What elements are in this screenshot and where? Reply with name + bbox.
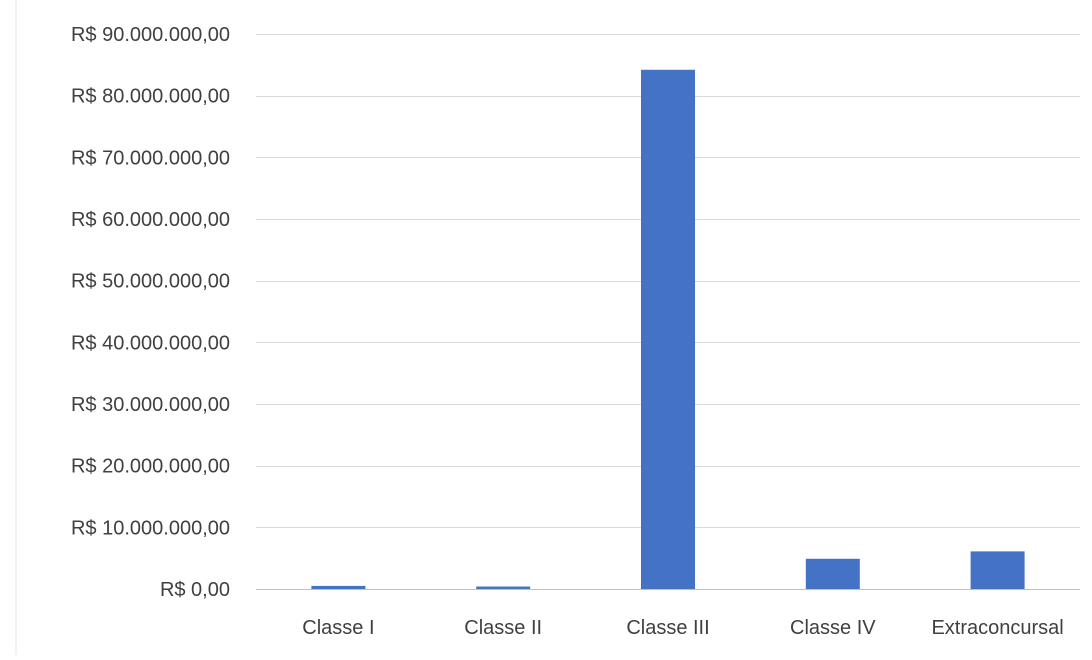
bar-classe-ii	[476, 586, 531, 589]
y-tick-label: R$ 60.000.000,00	[71, 209, 230, 231]
bar-classe-i	[311, 585, 366, 589]
x-category-label: Classe III	[626, 617, 709, 639]
y-tick-label: R$ 30.000.000,00	[71, 394, 230, 416]
x-category-label: Extraconcursal	[931, 617, 1063, 639]
y-tick-label: R$ 70.000.000,00	[71, 147, 230, 169]
y-tick-label: R$ 20.000.000,00	[71, 456, 230, 478]
y-tick-label: R$ 90.000.000,00	[71, 24, 230, 46]
y-tick-label: R$ 50.000.000,00	[71, 271, 230, 293]
bar-extraconcursal	[970, 551, 1025, 589]
y-tick-label: R$ 80.000.000,00	[71, 86, 230, 108]
bars	[311, 69, 1025, 590]
x-axis-category-labels: Classe I Classe II Classe III Classe IV Extr…	[302, 617, 1063, 639]
x-category-label: Classe II	[464, 617, 542, 639]
x-category-label: Classe IV	[790, 617, 876, 639]
bar-classe-iii	[641, 69, 695, 590]
y-tick-label: R$ 0,00	[160, 579, 230, 601]
y-tick-label: R$ 40.000.000,00	[71, 332, 230, 354]
y-tick-label: R$ 10.000.000,00	[71, 517, 230, 539]
y-axis-tick-labels: R$ 0,00 R$ 10.000.000,00 R$ 20.000.000,00 R…	[71, 24, 230, 601]
x-category-label: Classe I	[302, 617, 374, 639]
bar-classe-iv	[805, 558, 860, 589]
